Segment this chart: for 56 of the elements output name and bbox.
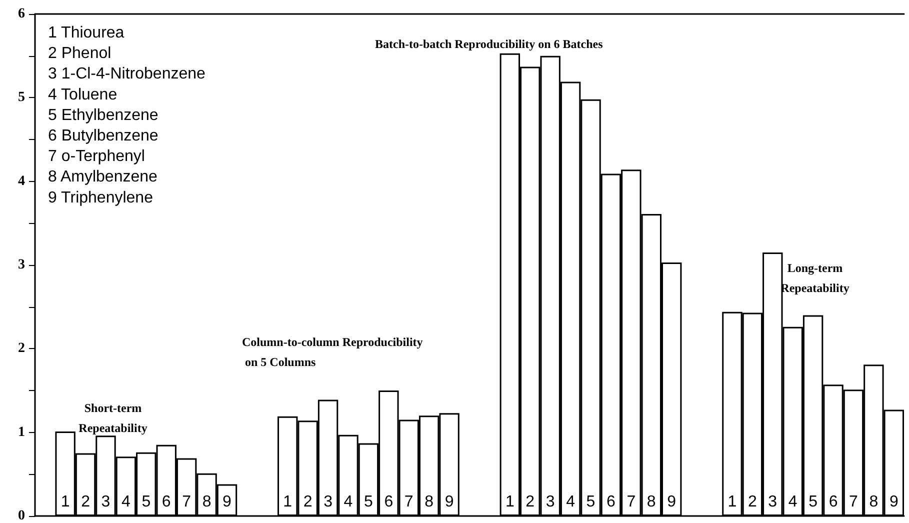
annotation: 1 Thiourea: [48, 24, 124, 42]
y-tick-label: 3: [18, 258, 25, 272]
y-tick-label: 1: [18, 424, 25, 440]
x-tick-label: 2: [748, 494, 757, 510]
x-tick-label: 4: [344, 494, 353, 510]
x-tick-label: 5: [586, 494, 596, 510]
x-tick-label: 8: [869, 494, 878, 510]
x-tick-label: 4: [788, 494, 798, 510]
x-tick-label: 3: [324, 494, 333, 510]
x-tick-label: 7: [404, 494, 414, 510]
x-tick-label: 6: [162, 494, 171, 510]
x-tick-label: 8: [202, 494, 212, 510]
annotation: 6 Butylbenzene: [48, 128, 158, 144]
x-tick-label: 6: [606, 494, 616, 510]
x-tick-label: 6: [828, 494, 838, 510]
x-tick-label: 4: [566, 494, 576, 510]
y-tick-label: 4: [18, 174, 25, 189]
x-tick-label: 8: [424, 494, 434, 510]
annotation: 7 o-Terphenyl: [48, 148, 145, 166]
x-tick-label: 3: [101, 494, 110, 510]
x-tick-label: 3: [546, 494, 555, 510]
x-tick-label: 7: [849, 494, 858, 510]
x-tick-label: 6: [384, 494, 394, 510]
x-tick-label: 9: [444, 494, 454, 510]
annotation: Short-term Repeatability: [78, 401, 148, 435]
x-tick-label: 7: [626, 494, 636, 510]
x-tick-label: 9: [889, 494, 898, 510]
annotation: 4 Toluene: [48, 86, 118, 104]
x-tick-label: 8: [646, 494, 656, 510]
x-tick-label: 5: [142, 494, 151, 510]
x-tick-label: 3: [768, 494, 778, 510]
annotation: 3 1-Cl-4-Nitrobenzene: [48, 66, 206, 83]
x-tick-label: 9: [667, 494, 676, 510]
x-tick-label: 1: [505, 494, 514, 510]
annotation: 2 Phenol: [48, 45, 112, 62]
y-tick-label: 6: [18, 6, 25, 22]
annotation: Column-to-column Reproducibility on 5 Columns: [242, 335, 423, 369]
x-tick-label: 7: [182, 494, 192, 510]
y-tick-label: 2: [18, 341, 25, 356]
x-tick-label: 9: [222, 494, 232, 510]
x-tick-label: 4: [121, 494, 130, 510]
x-tick-label: 2: [81, 494, 90, 510]
x-tick-label: 1: [60, 494, 70, 510]
annotation: Long-term Repeatability: [780, 261, 850, 295]
annotation: 8 Amylbenzene: [48, 168, 158, 186]
x-tick-label: 5: [808, 494, 818, 510]
x-tick-label: 2: [526, 494, 535, 510]
y-tick-label: 5: [18, 90, 25, 106]
x-tick-label: 1: [283, 494, 292, 510]
x-tick-label: 1: [728, 494, 737, 510]
annotation: 5 Ethylbenzene: [48, 106, 158, 124]
annotation: Batch-to-batch Reproducibility on 6 Batches: [375, 37, 604, 51]
x-tick-label: 5: [364, 494, 373, 510]
annotation: 9 Triphenylene: [48, 189, 154, 206]
y-tick-label: 0: [18, 508, 25, 523]
x-tick-label: 2: [303, 494, 312, 510]
